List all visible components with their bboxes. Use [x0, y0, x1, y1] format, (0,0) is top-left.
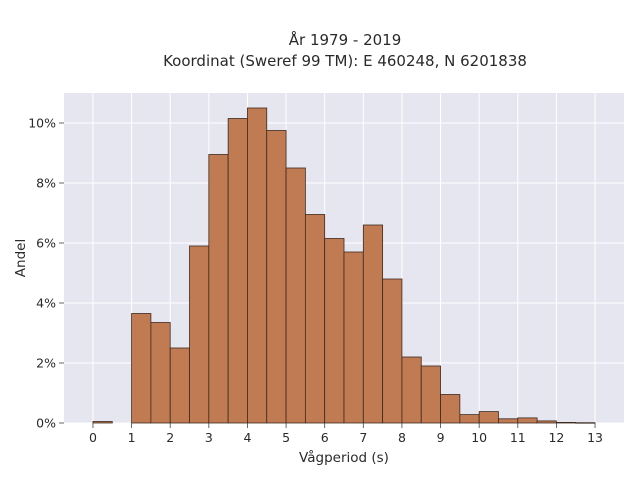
- chart-title-line-2: Koordinat (Sweref 99 TM): E 460248, N 62…: [163, 52, 527, 70]
- x-tick-label: 5: [282, 430, 290, 445]
- y-tick-label: 10%: [28, 116, 56, 131]
- x-tick-label: 12: [548, 430, 564, 445]
- histogram-bar: [478, 411, 499, 424]
- histogram-bar: [227, 118, 248, 424]
- histogram-bar: [556, 421, 577, 424]
- histogram-bar: [362, 224, 384, 424]
- histogram-bar: [459, 414, 480, 424]
- x-tick-label: 2: [166, 430, 174, 445]
- x-tick-label: 7: [359, 430, 367, 445]
- y-axis-label: Andel: [13, 239, 29, 277]
- histogram-bar: [440, 394, 461, 424]
- x-tick-label: 0: [89, 430, 97, 445]
- x-tick-label: 6: [321, 430, 329, 445]
- histogram-bar: [343, 251, 364, 424]
- histogram-bar: [169, 347, 190, 424]
- histogram-bar: [247, 107, 268, 424]
- x-tick-label: 1: [128, 430, 136, 445]
- x-tick-label: 4: [243, 430, 251, 445]
- bars: [92, 107, 596, 424]
- histogram-bar: [324, 238, 345, 424]
- histogram-bar: [189, 245, 210, 424]
- x-axis-ticks: 0 1 2 3 4 5 6 7 8 9 10 11 12 13: [89, 423, 603, 445]
- x-tick-label: 11: [510, 430, 526, 445]
- x-axis-label: Vågperiod (s): [299, 449, 389, 466]
- histogram-bar: [401, 356, 422, 424]
- x-tick-label: 13: [587, 430, 603, 445]
- histogram-bar: [285, 167, 306, 424]
- x-tick-label: 8: [398, 430, 406, 445]
- histogram-bar: [536, 420, 557, 424]
- x-tick-label: 10: [471, 430, 487, 445]
- y-tick-label: 0%: [36, 416, 56, 431]
- histogram-bar: [517, 417, 538, 424]
- x-tick-label: 9: [437, 430, 445, 445]
- histogram-bar: [420, 365, 441, 424]
- histogram-bar: [131, 313, 152, 424]
- x-tick-label: 3: [205, 430, 213, 445]
- histogram-bar: [266, 130, 287, 424]
- y-tick-label: 8%: [36, 176, 56, 191]
- histogram-bar: [208, 154, 229, 424]
- histogram-bar: [382, 278, 403, 424]
- chart-title-line-1: År 1979 - 2019: [289, 30, 402, 49]
- histogram-bar: [498, 418, 519, 424]
- histogram-bar: [150, 322, 171, 424]
- y-axis-ticks: 0% 2% 4% 6% 8% 10%: [28, 116, 64, 431]
- histogram-bar: [575, 422, 596, 424]
- histogram-bar: [92, 421, 113, 424]
- histogram-bar: [304, 214, 326, 424]
- y-tick-label: 4%: [36, 296, 56, 311]
- y-tick-label: 6%: [36, 236, 56, 251]
- y-tick-label: 2%: [36, 356, 56, 371]
